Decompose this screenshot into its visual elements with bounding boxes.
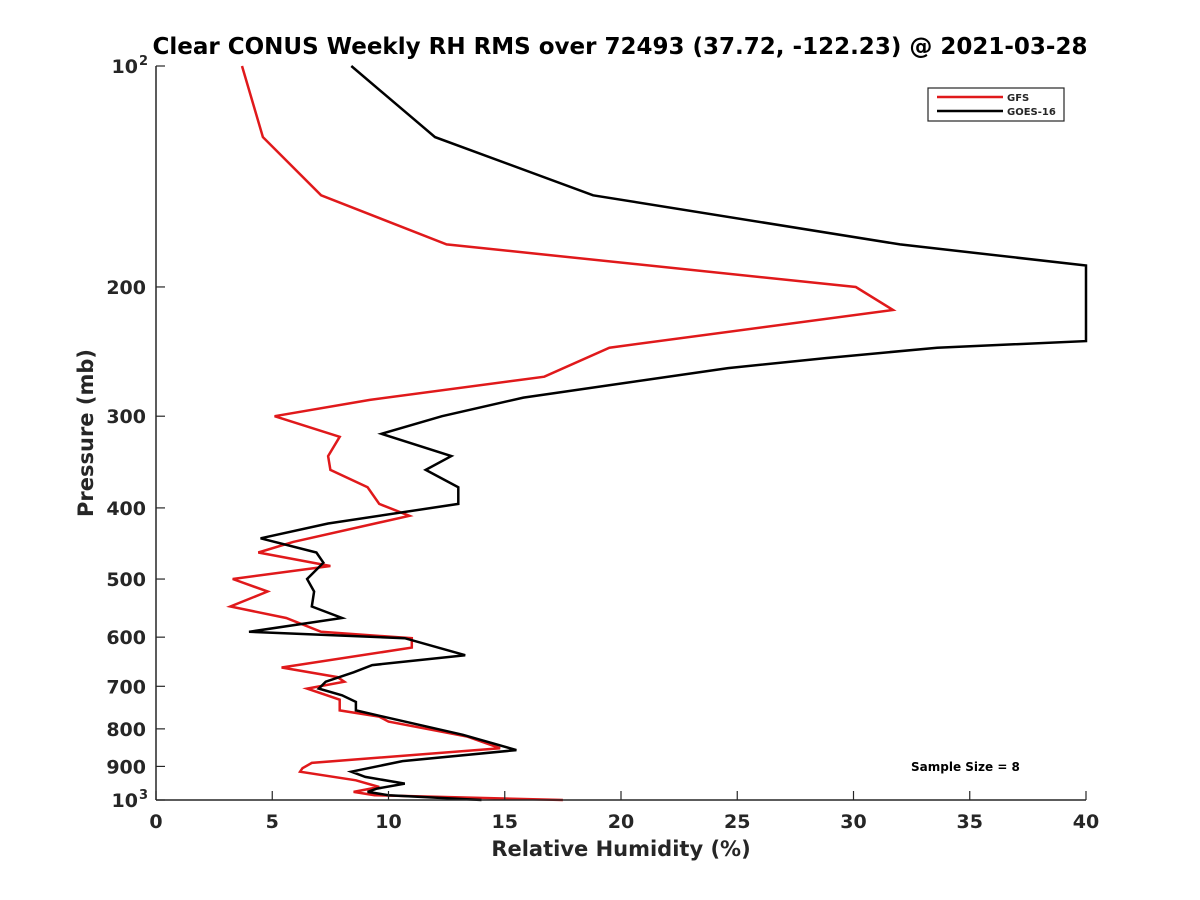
y-tick-label: 500	[106, 569, 146, 591]
x-tick-label: 5	[266, 811, 279, 833]
x-ticks: 0 5 10 15 20 25 30 35 40	[149, 791, 1099, 833]
x-tick-label: 15	[492, 811, 518, 833]
y-tick-label: 10	[112, 790, 138, 812]
y-tick-label: 200	[106, 277, 146, 299]
x-tick-label: 0	[149, 811, 162, 833]
legend-label-gfs: GFS	[1007, 93, 1029, 104]
y-tick-label: 900	[106, 756, 146, 778]
legend-box	[927, 87, 1065, 122]
x-tick-label: 30	[840, 811, 866, 833]
chart-title: Clear CONUS Weekly RH RMS over 72493 (37…	[153, 34, 1088, 60]
legend-label-goes16: GOES-16	[1007, 107, 1056, 118]
x-axis-label: Relative Humidity (%)	[491, 837, 750, 861]
series-line-goes16	[248, 65, 1088, 802]
x-tick-label: 25	[724, 811, 750, 833]
y-tick-label-exponent: 3	[139, 788, 148, 803]
x-tick-label: 10	[375, 811, 401, 833]
x-tick-label: 40	[1073, 811, 1099, 833]
y-tick-label: 700	[106, 676, 146, 698]
x-tick-label: 20	[608, 811, 634, 833]
y-tick-label-exponent: 2	[139, 54, 148, 69]
axes-frame	[156, 66, 1086, 800]
y-tick-label: 600	[106, 627, 146, 649]
y-tick-label: 300	[106, 406, 146, 428]
x-tick-label: 35	[957, 811, 983, 833]
plot-area	[226, 65, 1088, 802]
sample-size-annotation: Sample Size = 8	[911, 760, 1020, 774]
legend: GFS GOES-16	[927, 87, 1065, 122]
y-tick-label: 800	[106, 719, 146, 741]
series-line-gfs	[226, 65, 897, 802]
y-tick-label: 10	[112, 56, 138, 78]
y-axis-label: Pressure (mb)	[74, 349, 98, 517]
y-tick-label: 400	[106, 498, 146, 520]
